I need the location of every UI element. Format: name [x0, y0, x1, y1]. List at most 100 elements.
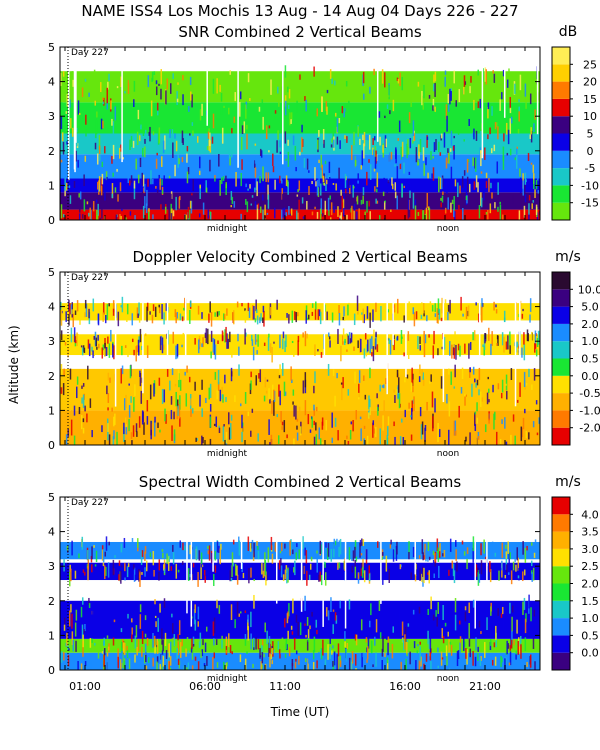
data-speckle: [343, 316, 346, 321]
data-speckle: [282, 574, 285, 582]
data-speckle: [510, 639, 513, 649]
data-speckle: [411, 408, 413, 420]
data-speckle: [291, 340, 294, 344]
data-gap: [67, 47, 70, 181]
data-speckle: [351, 556, 353, 561]
data-speckle: [203, 663, 206, 667]
data-speckle: [432, 167, 435, 181]
data-speckle: [480, 197, 483, 208]
data-speckle: [250, 567, 252, 578]
data-speckle: [159, 664, 162, 670]
data-speckle: [368, 200, 371, 207]
data-gap: [184, 272, 187, 358]
data-speckle: [453, 208, 455, 218]
data-speckle: [120, 144, 122, 152]
data-speckle: [183, 666, 186, 670]
data-speckle: [297, 189, 299, 193]
data-speckle: [264, 552, 266, 565]
data-speckle: [280, 565, 283, 578]
data-speckle: [299, 74, 301, 80]
data-speckle: [401, 621, 404, 636]
data-speckle: [70, 118, 72, 129]
data-speckle: [384, 652, 386, 657]
data-speckle: [334, 612, 337, 621]
data-speckle: [111, 193, 114, 198]
data-speckle: [522, 541, 524, 555]
data-speckle: [318, 309, 321, 317]
data-speckle: [207, 209, 210, 219]
data-speckle: [378, 111, 381, 118]
data-speckle: [327, 197, 330, 211]
data-speckle: [419, 138, 422, 153]
data-speckle: [347, 335, 350, 345]
data-speckle: [251, 195, 254, 198]
data-speckle: [328, 308, 331, 315]
data-speckle: [523, 344, 526, 361]
data-speckle: [132, 140, 135, 148]
data-speckle: [333, 543, 335, 558]
data-speckle: [268, 125, 271, 129]
data-speckle: [473, 128, 475, 140]
data-speckle: [83, 174, 85, 187]
data-speckle: [92, 201, 95, 212]
data-speckle: [358, 208, 360, 220]
data-speckle: [368, 412, 370, 419]
data-speckle: [353, 186, 355, 189]
data-speckle: [505, 544, 507, 549]
data-speckle: [147, 657, 150, 663]
data-speckle: [420, 424, 423, 440]
data-speckle: [113, 416, 115, 427]
data-speckle: [238, 613, 241, 617]
data-speckle: [234, 92, 237, 102]
data-speckle: [297, 335, 300, 342]
data-speckle: [512, 561, 515, 571]
data-speckle: [526, 661, 528, 667]
data-speckle: [138, 115, 141, 126]
data-speckle: [138, 568, 140, 582]
data-speckle: [384, 200, 386, 203]
data-speckle: [234, 395, 236, 403]
data-speckle: [427, 630, 429, 645]
data-speckle: [499, 99, 501, 111]
data-speckle: [431, 391, 434, 408]
data-speckle: [441, 346, 444, 350]
data-speckle: [393, 105, 396, 109]
colorbar-segment: [552, 410, 570, 428]
data-speckle: [406, 374, 409, 379]
data-speckle: [263, 653, 265, 658]
data-speckle: [177, 155, 179, 168]
y-tick-label: 5: [48, 41, 55, 54]
data-speckle: [161, 179, 163, 186]
data-speckle: [328, 209, 330, 216]
data-speckle: [332, 336, 334, 347]
data-speckle: [476, 417, 479, 424]
data-speckle: [138, 416, 141, 428]
colorbar-segment: [552, 531, 570, 549]
data-speckle: [84, 405, 86, 412]
data-speckle: [280, 173, 282, 181]
data-speckle: [339, 660, 342, 667]
data-speckle: [216, 389, 218, 400]
data-speckle: [165, 650, 168, 660]
data-speckle: [107, 372, 110, 381]
data-speckle: [125, 410, 128, 425]
data-speckle: [454, 364, 456, 378]
data-speckle: [432, 614, 435, 621]
colorbar-label: 0: [587, 145, 594, 158]
data-speckle: [251, 334, 253, 341]
data-speckle: [418, 124, 420, 134]
data-speckle: [499, 201, 501, 205]
data-speckle: [295, 167, 297, 172]
data-speckle: [280, 558, 282, 572]
data-speckle: [240, 172, 242, 187]
data-speckle: [111, 155, 113, 164]
data-speckle: [376, 200, 379, 204]
data-speckle: [139, 328, 142, 343]
data-speckle: [254, 201, 257, 209]
data-speckle: [131, 627, 133, 635]
data-speckle: [436, 538, 439, 551]
data-speckle: [426, 135, 428, 148]
data-speckle: [464, 641, 466, 647]
data-speckle: [219, 548, 222, 565]
data-speckle: [132, 425, 135, 437]
